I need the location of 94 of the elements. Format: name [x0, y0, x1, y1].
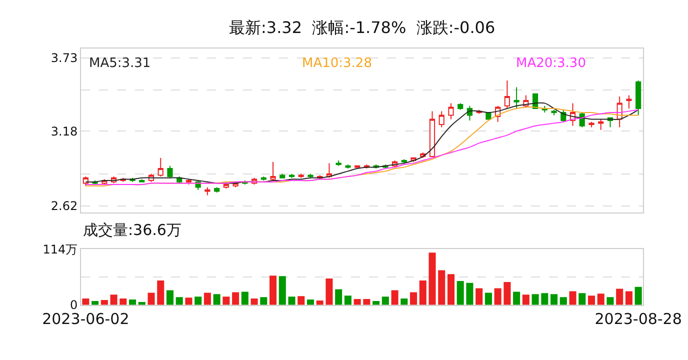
candlestick — [458, 102, 464, 110]
bar — [550, 294, 558, 305]
bar — [606, 297, 614, 305]
bar — [185, 298, 192, 305]
bar — [129, 300, 136, 305]
bar — [176, 297, 183, 305]
candlestick — [551, 109, 557, 116]
bar — [166, 290, 174, 305]
bar — [326, 278, 333, 305]
bar — [250, 298, 258, 305]
bar — [204, 292, 211, 305]
bar — [484, 292, 492, 305]
candlestick — [214, 186, 220, 194]
bar — [241, 292, 248, 305]
bar — [82, 298, 90, 305]
candlestick — [326, 162, 332, 178]
bar — [494, 288, 502, 305]
candlestick — [626, 94, 632, 110]
candlestick — [636, 80, 642, 116]
candlestick — [336, 160, 342, 166]
bar — [560, 297, 567, 305]
bar — [110, 294, 118, 305]
bar — [428, 252, 436, 305]
candlestick — [588, 121, 594, 128]
bar — [466, 282, 474, 305]
candlestick — [598, 118, 604, 130]
candlestick — [204, 186, 210, 196]
bar — [194, 296, 202, 305]
candlestick — [158, 157, 164, 178]
bar — [354, 299, 361, 305]
y-tick-label: 3.73 — [50, 51, 78, 66]
bar — [504, 282, 511, 305]
text: MA5:3.31 — [89, 56, 151, 71]
bar — [410, 292, 418, 305]
x-tick-label: 2023-06-02 — [42, 310, 130, 328]
bar — [578, 293, 586, 305]
bar — [634, 286, 642, 305]
bar — [597, 294, 604, 305]
candlestick — [186, 178, 192, 186]
bar — [288, 296, 296, 305]
candlestick — [514, 86, 520, 110]
bar — [100, 300, 108, 305]
bar — [232, 292, 240, 305]
bar — [306, 300, 314, 305]
bar — [588, 296, 595, 305]
candlestick — [308, 173, 314, 178]
bar — [391, 290, 398, 305]
bar — [382, 296, 389, 305]
bar — [270, 276, 277, 305]
candlestick — [270, 161, 276, 182]
bar — [476, 288, 483, 305]
bar — [569, 291, 576, 305]
bar — [625, 291, 632, 305]
y-tick-label: 3.18 — [50, 124, 78, 138]
candlestick — [429, 110, 436, 158]
bar — [222, 296, 230, 305]
bar — [363, 299, 370, 305]
bar — [447, 274, 454, 305]
bar — [148, 292, 155, 305]
bar — [541, 293, 548, 305]
bar — [532, 294, 539, 305]
bar — [157, 280, 164, 305]
bar — [260, 297, 268, 305]
bar — [438, 270, 446, 305]
bar — [278, 276, 286, 305]
bar — [522, 294, 530, 305]
chart-title: 成交量:36.6万 — [83, 221, 182, 239]
bar — [616, 288, 624, 305]
text: MA20:3.30 — [516, 56, 586, 71]
x-tick-label: 2023-08-28 — [594, 310, 682, 328]
candlestick — [504, 80, 510, 110]
y-tick-label: 0 — [70, 298, 78, 312]
y-tick-label: 2.62 — [50, 199, 78, 214]
bar — [213, 294, 220, 305]
candlestick — [298, 173, 304, 178]
chart-title: 最新:3.32 涨幅:-1.78% 涨跌:-0.06 — [229, 18, 496, 37]
candlestick — [438, 110, 444, 128]
text: MA10:3.28 — [302, 56, 372, 71]
bar — [513, 292, 520, 305]
candlestick — [288, 173, 295, 178]
bar — [316, 300, 324, 305]
candlestick — [167, 165, 173, 178]
candlestick — [280, 173, 286, 178]
bar — [400, 298, 408, 305]
candlestick — [401, 158, 407, 164]
bar — [456, 280, 464, 305]
candlestick — [139, 178, 145, 182]
bar — [335, 289, 342, 305]
candlestick — [448, 102, 454, 120]
bar — [120, 298, 127, 305]
bar — [298, 296, 305, 305]
y-tick-label: 114万 — [42, 242, 78, 256]
bar — [344, 296, 352, 305]
bar — [419, 280, 426, 305]
